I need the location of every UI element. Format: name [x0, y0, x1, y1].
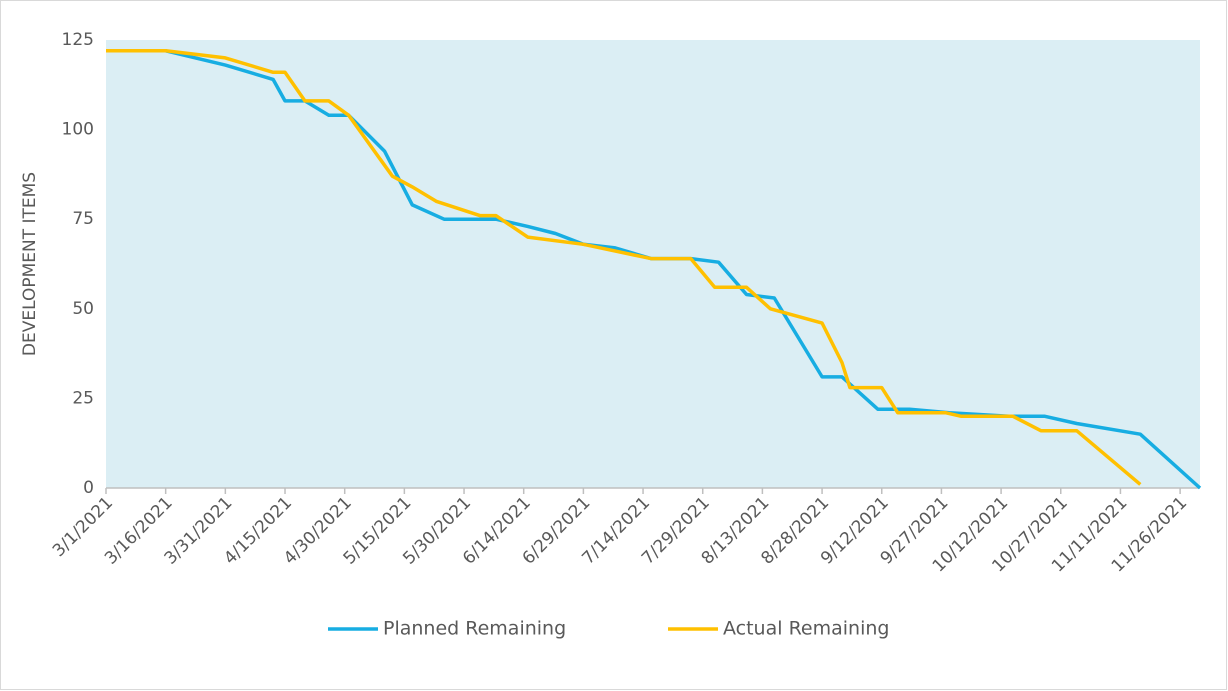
plot-area [106, 40, 1200, 488]
y-tick-label: 25 [72, 388, 94, 408]
y-axis-label: DEVELOPMENT ITEMS [20, 172, 40, 356]
legend-label: Planned Remaining [383, 618, 566, 640]
y-tick-label: 125 [62, 30, 94, 50]
y-tick-label: 50 [72, 299, 94, 319]
line-series [106, 49, 1142, 486]
plot-background [106, 40, 1200, 488]
y-tick-label: 75 [72, 209, 94, 229]
y-tick-label: 0 [83, 478, 94, 498]
legend-label: Actual Remaining [723, 618, 889, 640]
legend: Planned Remaining Actual Remaining [328, 618, 889, 640]
y-tick-label: 100 [62, 120, 94, 140]
